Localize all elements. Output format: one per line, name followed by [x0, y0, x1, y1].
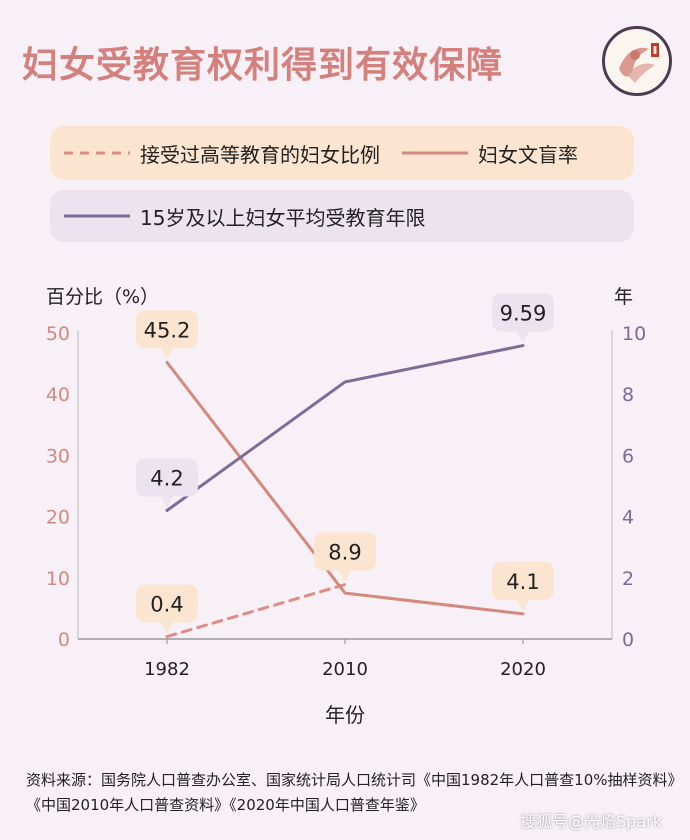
data-label-bubble	[136, 310, 198, 360]
data-label: 0.4	[150, 593, 183, 617]
x-axis-label: 年份	[325, 703, 365, 727]
y-right-tick-label: 6	[622, 445, 634, 467]
legend-label: 15岁及以上妇女平均受教育年限	[140, 205, 426, 230]
line-chart: 百分比（%） 年 年份 0 10 20 30 40 50 0 2 4 6 8 10 1982 2010 20…	[46, 286, 646, 727]
legend-row-1: 接受过高等教育的妇女比例 妇女文盲率	[50, 126, 634, 180]
y-left-tick-label: 20	[46, 507, 70, 529]
y-left-tick-label: 30	[46, 445, 70, 467]
data-label-bubble	[136, 584, 198, 634]
y-axis-left-label: 百分比（%）	[46, 286, 159, 308]
data-label: 4.1	[506, 570, 539, 594]
watermark: 搜狐号@光焰Spark	[520, 812, 662, 831]
y-right-tick-label: 0	[622, 629, 634, 651]
y-right-tick-label: 4	[622, 507, 634, 529]
y-left-tick-label: 0	[58, 629, 70, 651]
y-left-tick-label: 50	[46, 323, 70, 345]
data-label: 9.59	[500, 302, 547, 326]
data-label: 4.2	[150, 466, 183, 490]
y-left-tick-label: 40	[46, 384, 70, 406]
y-right-tick-label: 8	[622, 384, 634, 406]
legend-dashed-line-icon	[64, 151, 130, 155]
legend-row-2: 15岁及以上妇女平均受教育年限	[50, 190, 634, 242]
data-label-bubble	[136, 458, 198, 508]
data-label: 45.2	[144, 318, 191, 342]
page-title: 妇女受教育权利得到有效保障	[22, 45, 504, 86]
legend-item-higher-education[interactable]: 接受过高等教育的妇女比例	[64, 139, 380, 168]
series-line-0	[165, 583, 347, 639]
series-line-1	[165, 360, 525, 616]
source-note: 资料来源：国务院人口普查办公室、国家统计局人口统计司《中国1982年人口普查10…	[26, 771, 676, 814]
legend-label: 接受过高等教育的妇女比例	[140, 142, 380, 167]
y-right-tick-label: 2	[622, 568, 634, 590]
series-line-2	[165, 344, 525, 512]
legend-solid-line-icon	[64, 214, 130, 218]
data-label-bubble	[492, 561, 554, 611]
y-left-tick-label: 10	[46, 568, 70, 590]
y-right-tick-label: 10	[622, 323, 646, 345]
legend-item-illiteracy[interactable]: 妇女文盲率	[402, 139, 578, 168]
legend-label: 妇女文盲率	[478, 142, 578, 167]
logo-icon	[619, 43, 659, 83]
data-label-bubble	[492, 293, 554, 343]
data-label-bubble	[314, 532, 376, 582]
x-tick-label: 2010	[322, 659, 368, 680]
logo	[602, 26, 672, 96]
legend-item-education-years[interactable]: 15岁及以上妇女平均受教育年限	[64, 202, 425, 231]
x-tick-label: 1982	[144, 659, 190, 680]
data-label: 8.9	[328, 541, 361, 565]
y-axis-right-label: 年	[614, 286, 633, 308]
x-tick-label: 2020	[500, 659, 546, 680]
legend-solid-line-icon	[402, 151, 468, 155]
